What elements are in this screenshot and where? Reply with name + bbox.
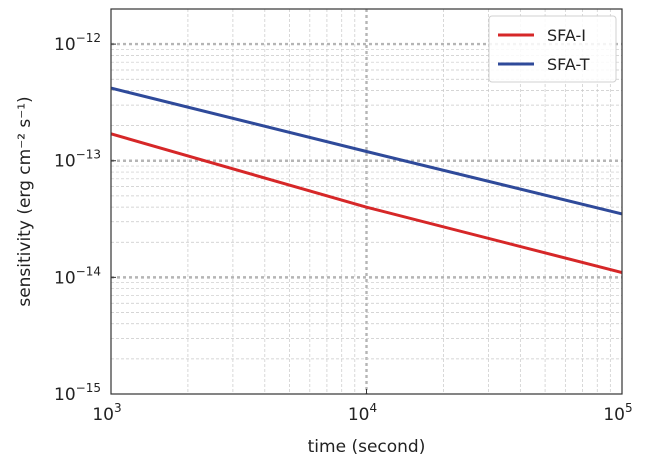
y-axis-ticks: 10−15 10−14 10−13 10−12 [54, 31, 116, 405]
legend: SFA-I SFA-T [488, 15, 617, 83]
y-tick-label: 10−13 [54, 148, 101, 172]
x-tick-label: 105 [603, 401, 632, 425]
series-lines [110, 86, 623, 274]
x-axis-ticks: 103 104 105 [92, 389, 633, 425]
series-line-sfa-t [110, 86, 623, 216]
x-tick-label: 103 [92, 401, 121, 425]
x-axis-label: time (second) [308, 437, 426, 457]
grid [111, 8, 622, 394]
y-axis-label: sensitivity (erg cm⁻² s⁻¹) [15, 96, 35, 306]
legend-label-sfa-i: SFA-I [547, 26, 586, 45]
x-tick-label: 104 [348, 401, 377, 425]
series-line-sfa-i [110, 132, 623, 274]
y-tick-label: 10−15 [54, 381, 101, 405]
y-tick-label: 10−12 [54, 31, 101, 55]
legend-label-sfa-t: SFA-T [547, 55, 590, 74]
y-tick-label: 10−14 [54, 264, 101, 288]
